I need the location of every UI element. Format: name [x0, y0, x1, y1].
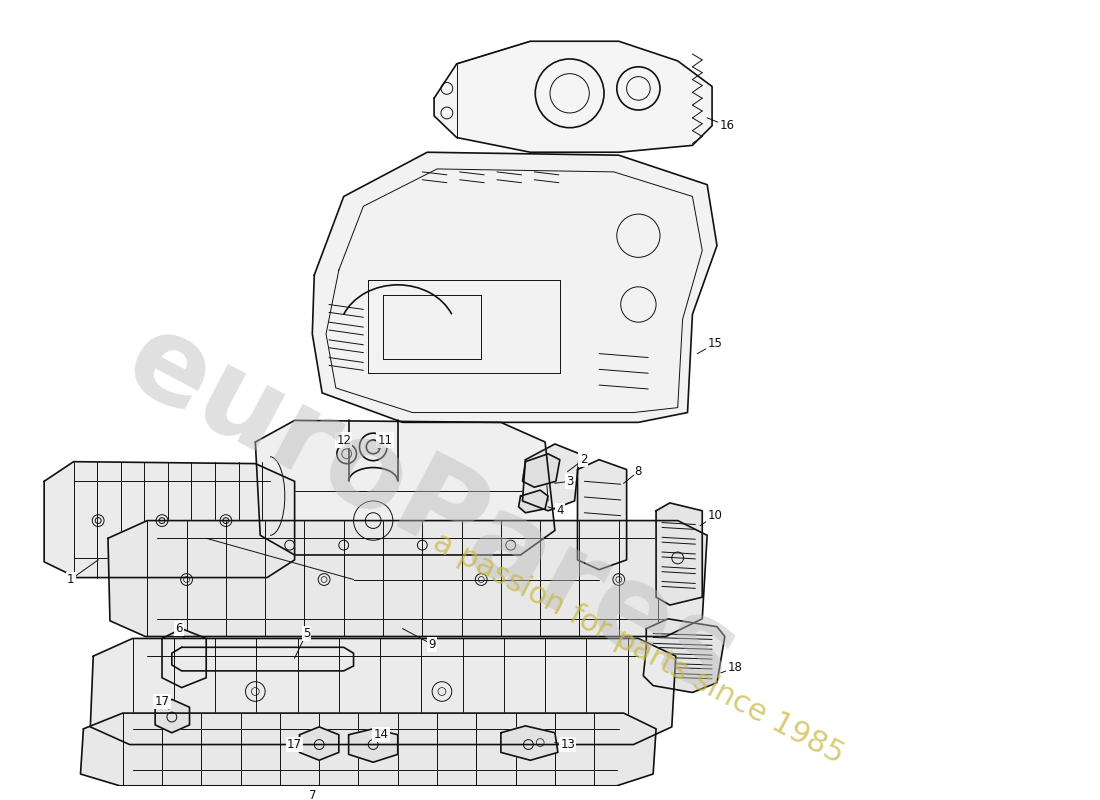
Text: 11: 11	[377, 434, 393, 446]
Text: 6: 6	[175, 622, 183, 635]
Text: 5: 5	[302, 627, 310, 640]
Polygon shape	[299, 727, 339, 760]
Text: euroPares: euroPares	[107, 302, 757, 720]
Text: 12: 12	[337, 434, 351, 446]
Polygon shape	[656, 503, 702, 605]
Polygon shape	[522, 444, 580, 510]
Text: 10: 10	[707, 509, 723, 522]
Polygon shape	[162, 629, 206, 687]
Polygon shape	[578, 460, 627, 570]
Text: 16: 16	[719, 119, 735, 132]
Polygon shape	[500, 726, 558, 760]
Text: 17: 17	[154, 695, 169, 708]
Text: 3: 3	[566, 475, 573, 488]
Text: 18: 18	[727, 662, 742, 674]
Polygon shape	[349, 729, 398, 762]
Polygon shape	[90, 638, 675, 745]
Text: 14: 14	[374, 728, 388, 742]
Polygon shape	[255, 421, 554, 555]
Polygon shape	[172, 647, 353, 671]
Polygon shape	[434, 42, 712, 152]
Text: 7: 7	[308, 789, 316, 800]
Polygon shape	[522, 454, 560, 487]
Text: 15: 15	[707, 338, 723, 350]
Text: 1: 1	[67, 573, 75, 586]
Text: a passion for parts since 1985: a passion for parts since 1985	[428, 527, 849, 770]
Polygon shape	[155, 699, 189, 733]
Text: 13: 13	[560, 738, 575, 751]
Text: 8: 8	[635, 465, 642, 478]
Text: 2: 2	[580, 453, 587, 466]
Polygon shape	[312, 152, 717, 422]
Polygon shape	[644, 619, 725, 693]
Polygon shape	[108, 521, 707, 637]
Text: 4: 4	[557, 504, 563, 518]
Polygon shape	[80, 713, 656, 786]
Text: 9: 9	[428, 638, 436, 651]
Polygon shape	[518, 490, 548, 513]
Polygon shape	[44, 462, 295, 578]
Text: 17: 17	[287, 738, 303, 751]
